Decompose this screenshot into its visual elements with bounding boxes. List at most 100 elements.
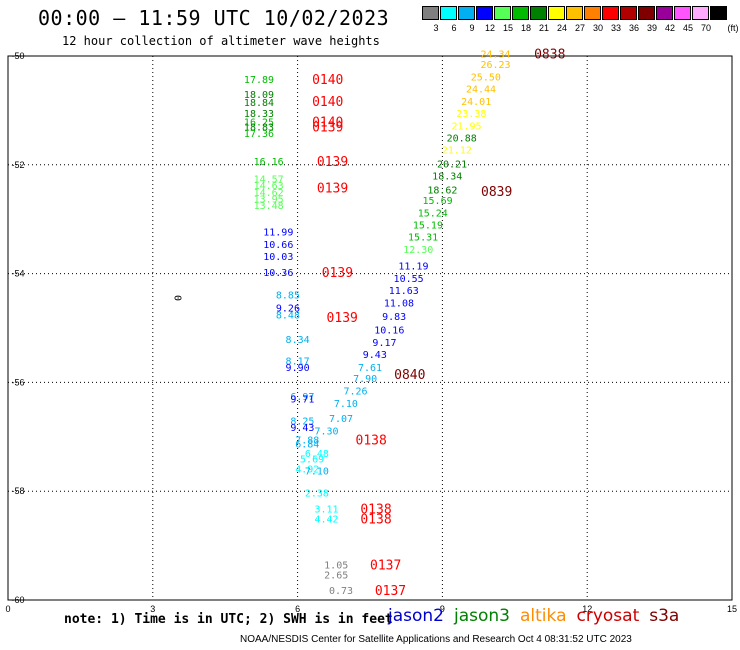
x-tick-label: 6 <box>295 604 300 614</box>
x-tick-label: 9 <box>440 604 445 614</box>
swh-value-label: 10.36 <box>263 268 293 279</box>
swh-value-label: 7.30 <box>315 426 339 437</box>
swh-value-label: 7.26 <box>343 387 367 398</box>
swh-value-label: 9.83 <box>382 312 406 323</box>
swh-value-label: 6.97 <box>290 392 314 403</box>
swh-value-label: 7.10 <box>305 467 329 478</box>
legend-swatch <box>674 6 691 20</box>
legend-swatch <box>548 6 565 20</box>
swh-value-label: 15.24 <box>418 209 448 220</box>
swh-value-label: 14.57 <box>254 174 284 185</box>
y-tick-label: -58 <box>11 486 24 496</box>
swh-value-label: 23.38 <box>456 109 486 120</box>
x-tick-label: 0 <box>5 604 10 614</box>
x-tick-label: 12 <box>582 604 592 614</box>
legend-label: 9 <box>469 23 475 33</box>
legend-swatch <box>494 6 511 20</box>
page-title: 00:00 – 11:59 UTC 10/02/2023 <box>38 6 390 30</box>
satellite-altika: altika <box>520 606 567 626</box>
legend-label: 27 <box>574 23 585 33</box>
page-subtitle: 12 hour collection of altimeter wave hei… <box>62 34 380 48</box>
swh-value-label: 7.07 <box>329 414 353 425</box>
swh-value-label: 10.66 <box>263 240 293 251</box>
pass-time-label: 0139 <box>317 155 348 170</box>
swh-value-label: 8.17 <box>286 357 310 368</box>
pass-time-label: 0140 <box>312 95 343 110</box>
swh-value-label: 8.25 <box>290 416 314 427</box>
x-tick-label: 15 <box>727 604 737 614</box>
swh-value-label: 7.61 <box>358 363 382 374</box>
pass-time-label: 0139 <box>317 182 348 197</box>
legend-label: 6 <box>451 23 457 33</box>
legend-swatch <box>458 6 475 20</box>
pass-time-label: 0137 <box>370 559 401 574</box>
legend-swatch <box>602 6 619 20</box>
pass-time-label: 0137 <box>375 584 406 599</box>
swh-value-label: 26.23 <box>480 60 510 71</box>
swh-value-label: 9.71 <box>290 395 314 406</box>
swh-value-label: 8.48 <box>276 310 300 321</box>
pass-time-label: 0138 <box>360 512 391 527</box>
x-tick-label: 3 <box>150 604 155 614</box>
legend-swatch <box>656 6 673 20</box>
legend-swatch <box>692 6 709 20</box>
swh-value-label: 11.19 <box>398 261 428 272</box>
swh-value-label: 12.30 <box>403 245 433 256</box>
legend-label: 24 <box>556 23 567 33</box>
pass-time-label: 0140 <box>312 115 343 130</box>
swh-value-label: 6.48 <box>305 449 329 460</box>
swh-value-label: 6.84 <box>295 439 319 450</box>
swh-value-label: 14.62 <box>254 188 284 199</box>
legend-label: 18 <box>520 23 531 33</box>
swh-value-label: 15.31 <box>408 233 438 244</box>
swh-value-label: 18.33 <box>244 109 274 120</box>
swh-value-label: 9.17 <box>372 338 396 349</box>
legend-swatch <box>440 6 457 20</box>
swh-value-label: 10.55 <box>394 274 424 285</box>
swh-value-label: 13.48 <box>254 201 284 212</box>
swh-value-label: 18.84 <box>244 98 274 109</box>
legend-swatch <box>584 6 601 20</box>
y-tick-label: -60 <box>11 595 24 605</box>
pass-time-label: 0140 <box>312 73 343 88</box>
swh-value-label: 15.19 <box>413 221 443 232</box>
swh-value-label: 11.63 <box>389 286 419 297</box>
y-tick-label: -52 <box>11 160 24 170</box>
legend-label: 36 <box>628 23 639 33</box>
swh-value-label: 10.03 <box>263 252 293 263</box>
swh-value-label: 9.26 <box>276 303 300 314</box>
swh-value-label: 18.83 <box>244 123 274 134</box>
swh-value-label: 9.43 <box>290 423 314 434</box>
legend-label: 45 <box>682 23 693 33</box>
pass-time-label: 0839 <box>481 185 512 200</box>
legend-swatch <box>476 6 493 20</box>
swh-value-label: 9.43 <box>363 350 387 361</box>
legend-swatch <box>566 6 583 20</box>
swh-value-label: 17.36 <box>244 129 274 140</box>
contour-label: 0 <box>172 295 183 301</box>
swh-value-label: 8.34 <box>286 335 310 346</box>
swh-value-label: 11.08 <box>384 298 414 309</box>
legend-swatch <box>620 6 637 20</box>
pass-time-label: 0138 <box>356 434 387 449</box>
swh-value-label: 4.92 <box>295 464 319 475</box>
legend-label: 30 <box>592 23 603 33</box>
swh-value-label: 1.05 <box>324 561 348 572</box>
swh-value-label: 20.88 <box>447 134 477 145</box>
swh-value-label: 21.95 <box>451 122 481 133</box>
pass-time-label: 0139 <box>322 266 353 281</box>
swh-value-label: 24.34 <box>480 49 510 60</box>
satellite-cryosat: cryosat <box>576 606 640 626</box>
pass-time-label: 0838 <box>534 47 565 62</box>
pass-time-label: 0840 <box>394 368 425 383</box>
legend-label: 15 <box>502 23 513 33</box>
swh-value-label: 7.90 <box>353 374 377 385</box>
legend-swatch <box>512 6 529 20</box>
y-tick-label: -56 <box>11 377 24 387</box>
swh-value-label: 24.01 <box>461 97 491 108</box>
legend-label: 12 <box>484 23 495 33</box>
legend-label: 33 <box>610 23 621 33</box>
legend-label: 42 <box>664 23 675 33</box>
satellite-legend: jason2 jason3 altika cryosat s3a <box>388 606 689 626</box>
swh-value-label: 18.62 <box>427 185 457 196</box>
